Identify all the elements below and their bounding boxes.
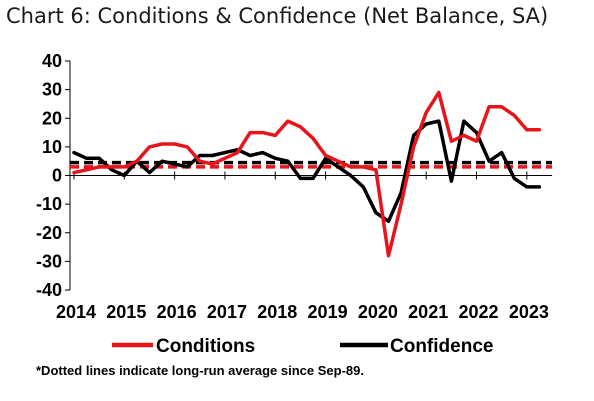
x-tick-label: 2023 — [509, 302, 549, 322]
x-tick-label: 2017 — [207, 302, 247, 322]
x-tick-label: 2015 — [106, 302, 146, 322]
x-tick-label: 2022 — [459, 302, 499, 322]
y-tick-label: 40 — [42, 51, 62, 71]
y-tick-label: 30 — [42, 80, 62, 100]
x-tick-label: 2019 — [308, 302, 348, 322]
y-tick-label: -30 — [36, 251, 62, 271]
y-tick-label: 0 — [52, 166, 62, 186]
legend: Conditions Confidence — [112, 336, 493, 357]
y-tick-label: 10 — [42, 137, 62, 157]
y-tick-label: -10 — [36, 194, 62, 214]
x-tick-labels: 2014 2015 2016 2017 2018 2019 2020 2021 2022 2023 — [56, 302, 549, 322]
y-tick-labels: 40 30 20 10 0 -10 -20 -30 -40 — [36, 51, 62, 300]
y-tick-label: 20 — [42, 108, 62, 128]
x-tick-label: 2014 — [56, 302, 96, 322]
series-line-confidence — [72, 119, 542, 224]
axes — [65, 60, 552, 291]
series-line-conditions — [72, 90, 542, 258]
y-tick-label: -40 — [36, 280, 62, 300]
reference-lines — [70, 160, 552, 169]
series-lines — [72, 90, 542, 258]
legend-label: Confidence — [390, 336, 493, 357]
x-tick-label: 2021 — [408, 302, 448, 322]
x-tick-label: 2016 — [157, 302, 197, 322]
footnote: *Dotted lines indicate long-run average … — [36, 363, 364, 378]
chart-title: Chart 6: Conditions & Confidence (Net Ba… — [6, 4, 549, 28]
x-tick-label: 2018 — [257, 302, 297, 322]
x-tick-label: 2020 — [358, 302, 398, 322]
legend-label: Conditions — [156, 336, 255, 357]
y-tick-label: -20 — [36, 223, 62, 243]
